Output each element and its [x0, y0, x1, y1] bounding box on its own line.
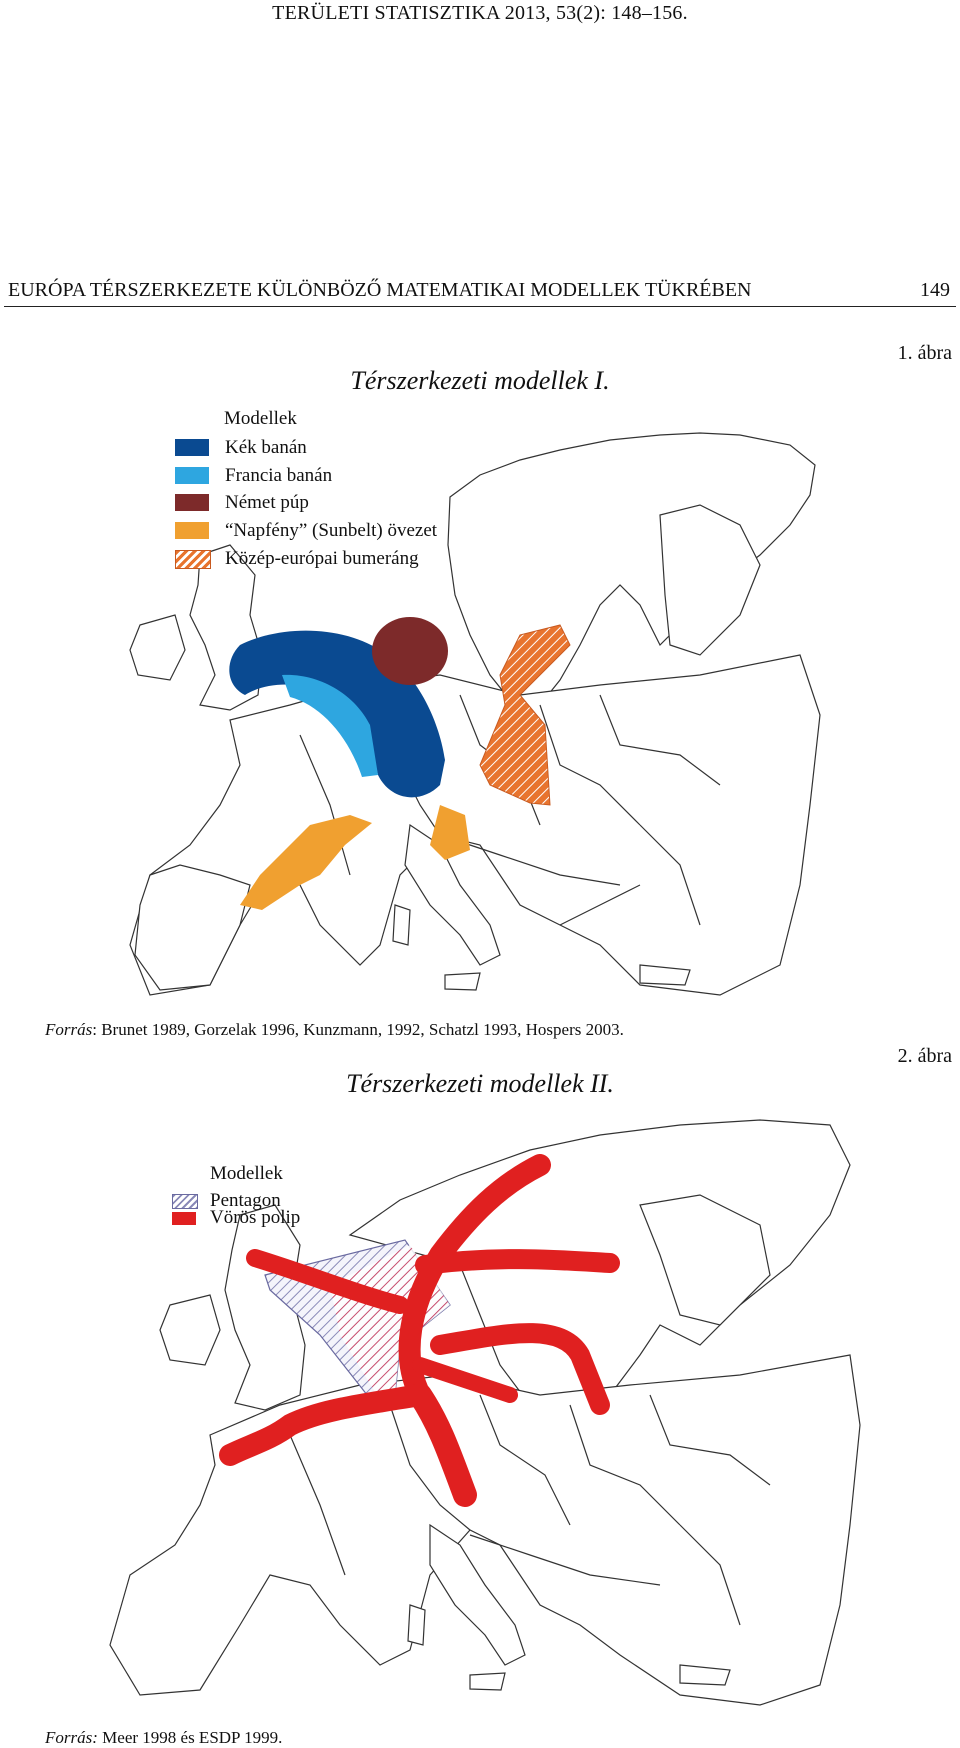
legend-label-francia-banan: Francia banán: [225, 465, 333, 486]
figure-1-legend-title: Modellek: [224, 408, 297, 429]
figure-2-legend-title: Modellek: [210, 1163, 283, 1184]
figure-1-title: Térszerkezeti modellek I.: [350, 366, 610, 395]
figure-2-source: Forrás: Meer 1998 és ESDP 1999.: [45, 1728, 283, 1747]
figure-2-number: 2. ábra: [897, 1045, 952, 1067]
legend-swatch-kek-banan: [175, 439, 209, 456]
figure-1-map: [129, 432, 821, 996]
running-title: EURÓPA TÉRSZERKEZETE KÜLÖNBÖZŐ MATEMATIK…: [8, 279, 752, 301]
legend-label-pentagon: Pentagon: [210, 1190, 281, 1211]
legend-swatch-voros-polip: [172, 1212, 196, 1225]
figure-1-number: 1. ábra: [897, 342, 952, 364]
kozep-europai-bumerang-region: [479, 624, 571, 806]
legend-label-voros-polip: Vörös polip: [210, 1207, 301, 1228]
legend-swatch-pentagon: [172, 1194, 198, 1209]
figure-1-source: Forrás: Brunet 1989, Gorzelak 1996, Kunz…: [45, 1020, 624, 1039]
figure-1-legend: Kék banán Francia banán Német púp “Napfé…: [175, 437, 475, 577]
francia-banan-region: [282, 674, 378, 777]
legend-label-napfeny: “Napfény” (Sunbelt) övezet: [225, 520, 438, 541]
legend-swatch-nemet-pup: [175, 494, 209, 511]
page-number: 149: [920, 279, 950, 301]
journal-reference: TERÜLETI STATISZTIKA 2013, 53(2): 148–15…: [272, 2, 688, 24]
legend-label-kek-banan: Kék banán: [225, 437, 307, 458]
running-header: EURÓPA TÉRSZERKEZETE KÜLÖNBÖZŐ MATEMATIK…: [8, 279, 952, 302]
nemet-pup-region: [372, 617, 448, 685]
legend-label-nemet-pup: Német púp: [225, 492, 309, 513]
voros-polip-region: [219, 1154, 620, 1507]
header-rule: [4, 306, 956, 307]
napfeny-region-spain: [240, 815, 372, 910]
legend-swatch-francia-banan: [175, 467, 209, 484]
legend-swatch-bumerang: [175, 550, 211, 569]
legend-swatch-napfeny: [175, 522, 209, 539]
figure-2-title: Térszerkezeti modellek II.: [346, 1069, 614, 1098]
napfeny-region-italy: [430, 805, 470, 860]
figure-2-map: [109, 1119, 861, 1706]
figure-2-legend: Pentagon Vörös polip: [172, 1190, 372, 1240]
legend-label-bumerang: Közép-európai bumeráng: [225, 548, 419, 569]
